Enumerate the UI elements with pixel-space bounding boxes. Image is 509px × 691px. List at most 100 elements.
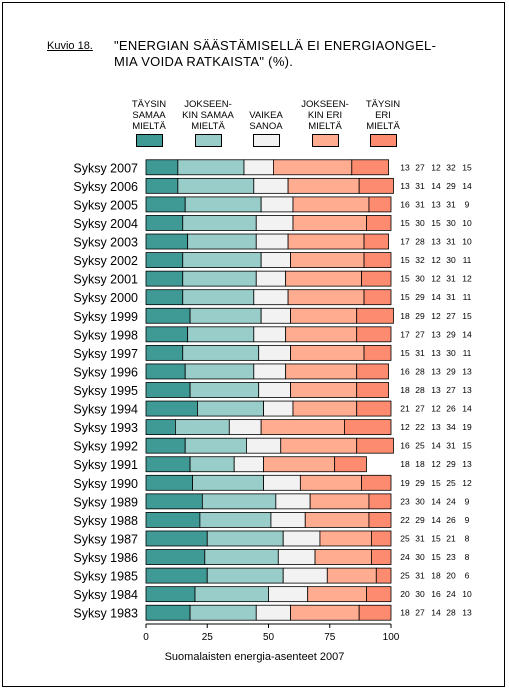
legend-swatch — [311, 134, 339, 147]
value-label: 10 — [462, 218, 472, 228]
legend-swatch — [252, 134, 280, 147]
bar-segment — [174, 419, 230, 436]
bar-segment — [145, 196, 186, 213]
category-label: Syksy 1989 — [73, 495, 138, 509]
bar-segment — [184, 196, 262, 213]
category-label: Syksy 1987 — [73, 532, 138, 546]
value-label: 25 — [400, 533, 410, 543]
value-label: 27 — [415, 162, 425, 172]
bar-segment — [309, 493, 370, 510]
value-label: 17 — [400, 237, 410, 247]
bar-segment — [145, 270, 184, 287]
x-tick-label: 25 — [202, 632, 214, 643]
bar-segment — [145, 474, 193, 491]
bar-segment — [258, 344, 291, 361]
bar-segment — [145, 382, 191, 398]
bar-segment — [314, 549, 372, 565]
value-label: 13 — [462, 608, 472, 618]
bar-segment — [351, 159, 389, 176]
bar-segment — [260, 252, 291, 268]
bar-segment — [356, 437, 394, 454]
value-label: 13 — [400, 162, 410, 172]
bar-segment — [356, 382, 389, 398]
bar-segment — [287, 177, 360, 194]
bar-segment — [194, 586, 269, 603]
x-tick-label: 50 — [263, 632, 275, 643]
category-label: Syksy 1983 — [73, 607, 138, 621]
value-label: 31 — [446, 441, 456, 451]
value-label: 12 — [462, 478, 472, 488]
value-label: 25 — [446, 478, 456, 488]
value-label: 15 — [431, 552, 441, 562]
value-label: 24 — [446, 589, 456, 599]
bar-segment — [287, 233, 365, 250]
bar-segment — [182, 270, 257, 287]
value-label: 14 — [431, 515, 441, 525]
value-label: 18 — [400, 459, 410, 469]
value-label: 16 — [431, 589, 441, 599]
bar-segment — [253, 326, 287, 343]
value-label: 15 — [431, 218, 441, 228]
category-label: Syksy 2007 — [73, 161, 138, 175]
bar-segment — [145, 586, 196, 603]
x-tick-label: 100 — [383, 632, 400, 643]
bar-segment — [145, 215, 184, 231]
bar-segment — [263, 400, 294, 417]
category-label: Syksy 1994 — [73, 403, 138, 417]
bar-segment — [145, 307, 191, 324]
value-label: 12 — [431, 274, 441, 284]
bar-segment — [145, 252, 184, 268]
bar-segment — [304, 512, 370, 528]
bar-segment — [290, 344, 365, 361]
value-label: 29 — [446, 459, 456, 469]
value-label: 18 — [431, 571, 441, 581]
category-label: Syksy 1988 — [73, 514, 138, 528]
value-label: 17 — [400, 329, 410, 339]
value-label: 14 — [431, 608, 441, 618]
bar-segment — [182, 344, 260, 361]
bar-segment — [145, 419, 176, 436]
bar-segment — [182, 289, 255, 306]
bar-segment — [145, 363, 186, 380]
bar-segment — [189, 456, 235, 473]
value-label: 30 — [415, 589, 425, 599]
bar-segment — [368, 196, 392, 213]
value-label: 16 — [400, 441, 410, 451]
category-label: Syksy 1984 — [73, 588, 138, 602]
category-label: Syksy 1991 — [73, 458, 138, 472]
bar-segment — [243, 159, 274, 176]
value-label: 13 — [431, 199, 441, 209]
value-label: 20 — [400, 589, 410, 599]
bar-segment — [145, 344, 184, 361]
bar-segment — [370, 549, 392, 565]
value-label: 32 — [415, 255, 425, 265]
value-label: 9 — [465, 496, 470, 506]
category-label: Syksy 1985 — [73, 570, 138, 584]
bar-segment — [292, 215, 367, 231]
bar-segment — [260, 196, 294, 213]
value-label: 14 — [431, 496, 441, 506]
bar-segment — [233, 456, 264, 473]
bar-segment — [255, 215, 294, 231]
bar-segment — [282, 530, 321, 547]
bar-segment — [280, 437, 358, 454]
bar-segment — [368, 512, 392, 528]
bar-segment — [189, 307, 262, 324]
value-label: 26 — [446, 404, 456, 414]
bar-segment — [307, 586, 367, 603]
value-label: 14 — [462, 329, 472, 339]
value-label: 22 — [415, 422, 425, 432]
value-label: 15 — [462, 311, 472, 321]
bar-segment — [199, 512, 272, 528]
value-label: 31 — [415, 199, 425, 209]
bar-segment — [145, 400, 198, 417]
value-label: 31 — [415, 571, 425, 581]
bar-segment — [344, 419, 392, 436]
bar-segment — [145, 604, 191, 621]
bar-segment — [206, 567, 284, 584]
value-label: 8 — [465, 533, 470, 543]
bar-segment — [145, 530, 208, 547]
category-label: Syksy 1995 — [73, 384, 138, 398]
value-label: 12 — [431, 311, 441, 321]
bar-segment — [255, 604, 291, 621]
